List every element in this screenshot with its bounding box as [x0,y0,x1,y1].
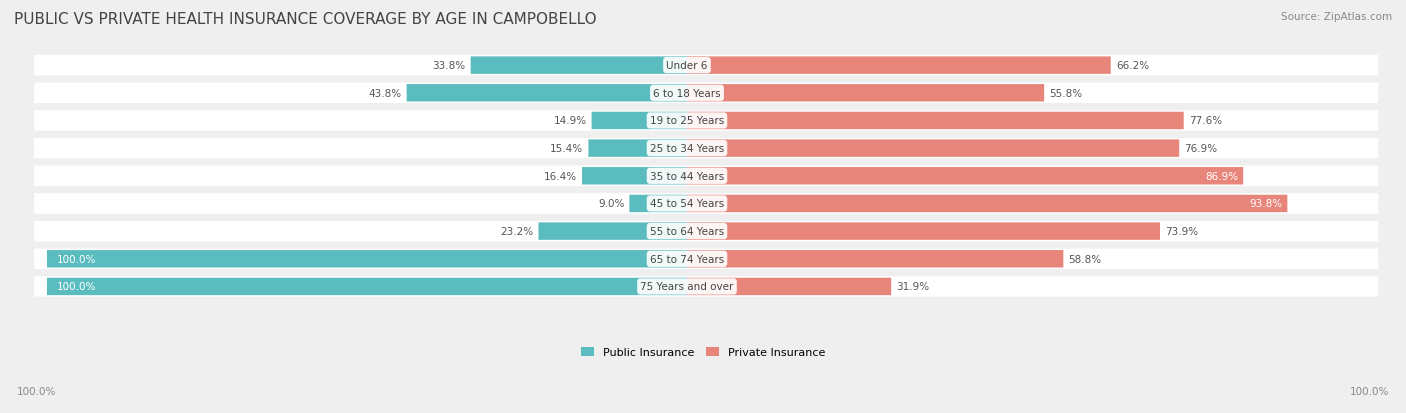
FancyBboxPatch shape [688,85,1045,102]
Text: 100.0%: 100.0% [1350,387,1389,396]
FancyBboxPatch shape [688,250,1063,268]
Text: 55 to 64 Years: 55 to 64 Years [650,227,724,237]
Text: 86.9%: 86.9% [1205,171,1239,181]
FancyBboxPatch shape [34,111,1378,131]
FancyBboxPatch shape [46,250,688,268]
FancyBboxPatch shape [688,168,1243,185]
Text: Under 6: Under 6 [666,61,707,71]
FancyBboxPatch shape [582,168,688,185]
Text: 23.2%: 23.2% [501,227,533,237]
Text: 33.8%: 33.8% [433,61,465,71]
FancyBboxPatch shape [688,57,1111,75]
FancyBboxPatch shape [592,112,688,130]
Text: 100.0%: 100.0% [56,282,96,292]
Legend: Public Insurance, Private Insurance: Public Insurance, Private Insurance [576,342,830,362]
FancyBboxPatch shape [34,221,1378,242]
Text: 35 to 44 Years: 35 to 44 Years [650,171,724,181]
Text: 66.2%: 66.2% [1116,61,1149,71]
Text: 25 to 34 Years: 25 to 34 Years [650,144,724,154]
Text: Source: ZipAtlas.com: Source: ZipAtlas.com [1281,12,1392,22]
FancyBboxPatch shape [34,194,1378,214]
FancyBboxPatch shape [630,195,688,213]
Text: 45 to 54 Years: 45 to 54 Years [650,199,724,209]
FancyBboxPatch shape [46,278,688,295]
Text: 75 Years and over: 75 Years and over [640,282,734,292]
Text: 58.8%: 58.8% [1069,254,1101,264]
Text: 100.0%: 100.0% [56,254,96,264]
Text: 77.6%: 77.6% [1188,116,1222,126]
FancyBboxPatch shape [688,195,1288,213]
FancyBboxPatch shape [34,138,1378,159]
FancyBboxPatch shape [34,83,1378,104]
FancyBboxPatch shape [688,140,1180,157]
FancyBboxPatch shape [34,249,1378,269]
Text: 16.4%: 16.4% [544,171,576,181]
FancyBboxPatch shape [471,57,688,75]
Text: PUBLIC VS PRIVATE HEALTH INSURANCE COVERAGE BY AGE IN CAMPOBELLO: PUBLIC VS PRIVATE HEALTH INSURANCE COVER… [14,12,596,27]
Text: 9.0%: 9.0% [598,199,624,209]
FancyBboxPatch shape [688,223,1160,240]
FancyBboxPatch shape [588,140,688,157]
Text: 31.9%: 31.9% [896,282,929,292]
FancyBboxPatch shape [34,56,1378,76]
Text: 73.9%: 73.9% [1166,227,1198,237]
Text: 6 to 18 Years: 6 to 18 Years [654,88,721,99]
FancyBboxPatch shape [538,223,688,240]
Text: 100.0%: 100.0% [17,387,56,396]
Text: 43.8%: 43.8% [368,88,402,99]
Text: 93.8%: 93.8% [1249,199,1282,209]
Text: 65 to 74 Years: 65 to 74 Years [650,254,724,264]
FancyBboxPatch shape [34,277,1378,297]
Text: 19 to 25 Years: 19 to 25 Years [650,116,724,126]
FancyBboxPatch shape [688,278,891,295]
FancyBboxPatch shape [34,166,1378,187]
Text: 15.4%: 15.4% [550,144,583,154]
FancyBboxPatch shape [406,85,688,102]
Text: 14.9%: 14.9% [554,116,586,126]
Text: 55.8%: 55.8% [1049,88,1083,99]
FancyBboxPatch shape [688,112,1184,130]
Text: 76.9%: 76.9% [1184,144,1218,154]
